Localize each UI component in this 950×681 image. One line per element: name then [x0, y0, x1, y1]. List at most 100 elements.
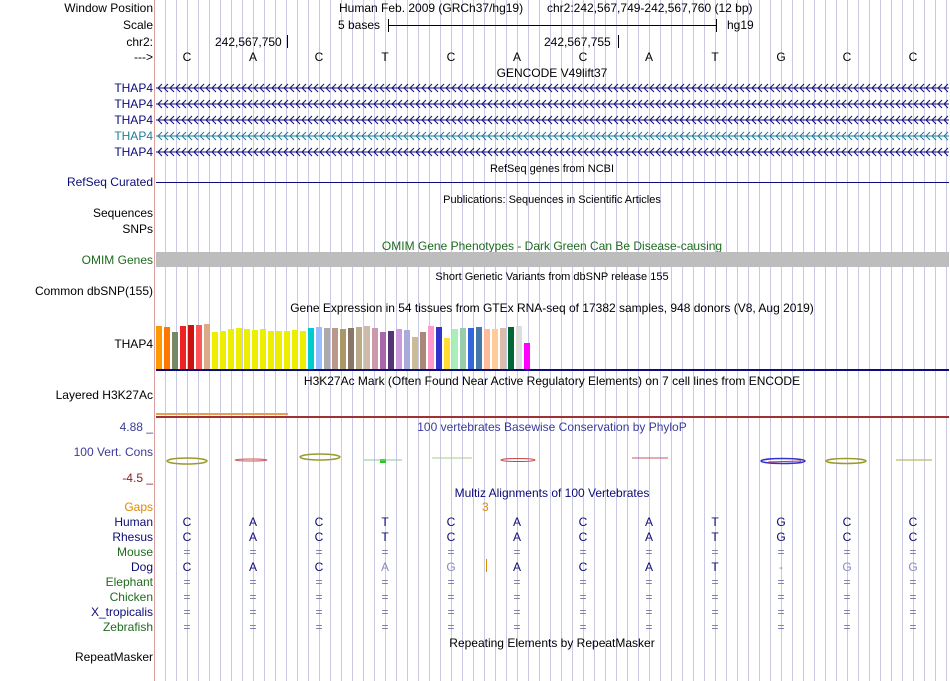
- cons-track-label[interactable]: 100 Vert. Cons: [73, 445, 153, 459]
- gtex-tissue-bar[interactable]: [212, 332, 218, 369]
- grid-line: [242, 0, 243, 681]
- gtex-tissue-bar[interactable]: [316, 327, 322, 369]
- gtex-tissue-bar[interactable]: [420, 332, 426, 369]
- gtex-tissue-bar[interactable]: [492, 329, 498, 369]
- gtex-tissue-bar[interactable]: [524, 343, 530, 369]
- gencode-gene-line[interactable]: [156, 147, 949, 157]
- gtex-tissue-bar[interactable]: [172, 332, 178, 369]
- gtex-tissue-bar[interactable]: [484, 329, 490, 369]
- gtex-tissue-bar[interactable]: [196, 325, 202, 369]
- gtex-tissue-bar[interactable]: [500, 328, 506, 369]
- gtex-tissue-bar[interactable]: [300, 331, 306, 369]
- gtex-bar-chart[interactable]: [156, 317, 756, 369]
- snps-track-label[interactable]: SNPs: [122, 222, 153, 236]
- gtex-tissue-bar[interactable]: [452, 329, 458, 369]
- gtex-tissue-bar[interactable]: [164, 327, 170, 369]
- gtex-tissue-bar[interactable]: [516, 326, 522, 369]
- gtex-tissue-bar[interactable]: [180, 326, 186, 369]
- gtex-tissue-bar[interactable]: [356, 327, 362, 369]
- gaps-label[interactable]: Gaps: [124, 500, 153, 514]
- gtex-tissue-bar[interactable]: [276, 331, 282, 369]
- species-label[interactable]: Dog: [130, 560, 153, 574]
- grid-line: [693, 0, 694, 681]
- gencode-gene-label[interactable]: THAP4: [114, 129, 153, 143]
- species-label[interactable]: Zebrafish: [102, 620, 153, 634]
- gtex-tissue-bar[interactable]: [292, 330, 298, 369]
- gencode-gene-line[interactable]: [156, 83, 949, 93]
- gtex-tissue-bar[interactable]: [220, 331, 226, 369]
- assembly-title: Human Feb. 2009 (GRCh37/hg19): [339, 1, 524, 15]
- species-label[interactable]: Chicken: [109, 590, 153, 604]
- alignment-base: =: [645, 605, 653, 619]
- gtex-tissue-bar[interactable]: [428, 326, 434, 369]
- refseq-track-label[interactable]: RefSeq Curated: [66, 175, 153, 189]
- window-position-label[interactable]: Window Position: [64, 1, 153, 15]
- refseq-gene-line[interactable]: [156, 182, 949, 183]
- gtex-tissue-bar[interactable]: [340, 329, 346, 369]
- gtex-tissue-bar[interactable]: [284, 331, 290, 369]
- grid-line: [858, 0, 859, 681]
- gencode-gene-label[interactable]: THAP4: [114, 145, 153, 159]
- strand-arrow-label[interactable]: --->: [134, 50, 153, 64]
- phylop-max-label: 4.88 _: [119, 420, 153, 434]
- species-label[interactable]: Rhesus: [112, 530, 153, 544]
- gtex-tissue-bar[interactable]: [204, 324, 210, 369]
- gencode-gene-line[interactable]: [156, 99, 949, 109]
- grid-line: [737, 0, 738, 681]
- gtex-gene-label[interactable]: THAP4: [114, 337, 153, 351]
- gtex-tissue-bar[interactable]: [412, 337, 418, 369]
- gtex-tissue-bar[interactable]: [436, 327, 442, 369]
- gtex-tissue-bar[interactable]: [388, 331, 394, 369]
- phylop-mark: [500, 458, 536, 462]
- phylop-mark: [234, 458, 268, 462]
- chr-label[interactable]: chr2:: [126, 35, 153, 49]
- gencode-gene-line[interactable]: [156, 131, 949, 141]
- alignment-base: A: [248, 560, 258, 574]
- gtex-tissue-bar[interactable]: [156, 326, 162, 369]
- gtex-tissue-bar[interactable]: [260, 329, 266, 369]
- gtex-tissue-bar[interactable]: [244, 329, 250, 369]
- repeatmasker-track-label[interactable]: RepeatMasker: [74, 650, 153, 664]
- scale-label[interactable]: Scale: [122, 18, 153, 32]
- alignment-base: =: [381, 620, 389, 634]
- alignment-base: =: [183, 545, 191, 559]
- sequences-track-label[interactable]: Sequences: [92, 206, 153, 220]
- gtex-tissue-bar[interactable]: [372, 328, 378, 369]
- gencode-gene-label[interactable]: THAP4: [114, 113, 153, 127]
- h3k27-track-label[interactable]: Layered H3K27Ac: [55, 388, 153, 402]
- species-label[interactable]: X_tropicalis: [90, 605, 153, 619]
- gtex-tissue-bar[interactable]: [268, 331, 274, 369]
- gtex-tissue-bar[interactable]: [508, 327, 514, 369]
- gencode-gene-line[interactable]: [156, 115, 949, 125]
- gtex-tissue-bar[interactable]: [468, 328, 474, 369]
- gtex-tissue-bar[interactable]: [380, 332, 386, 369]
- gtex-tissue-bar[interactable]: [444, 338, 450, 369]
- gtex-tissue-bar[interactable]: [476, 327, 482, 369]
- alignment-base: C: [842, 530, 852, 544]
- gtex-tissue-bar[interactable]: [228, 329, 234, 369]
- gencode-gene-label[interactable]: THAP4: [114, 81, 153, 95]
- gtex-tissue-bar[interactable]: [460, 328, 466, 369]
- species-label[interactable]: Mouse: [116, 545, 153, 559]
- gencode-gene-label[interactable]: THAP4: [114, 97, 153, 111]
- gtex-tissue-bar[interactable]: [252, 330, 258, 369]
- omim-track-label[interactable]: OMIM Genes: [81, 253, 153, 267]
- alignment-base: =: [513, 605, 521, 619]
- species-label[interactable]: Elephant: [105, 575, 153, 589]
- dbsnp-track-title: Short Genetic Variants from dbSNP releas…: [435, 271, 669, 283]
- gtex-tissue-bar[interactable]: [332, 328, 338, 369]
- gtex-tissue-bar[interactable]: [348, 328, 354, 369]
- species-label[interactable]: Human: [114, 515, 153, 529]
- dbsnp-track-label[interactable]: Common dbSNP(155): [34, 284, 153, 298]
- gtex-tissue-bar[interactable]: [364, 326, 370, 369]
- gtex-tissue-bar[interactable]: [324, 328, 330, 369]
- phylop-signal[interactable]: [156, 448, 949, 470]
- gtex-tissue-bar[interactable]: [188, 325, 194, 369]
- gtex-tissue-bar[interactable]: [308, 328, 314, 369]
- omim-gene-block[interactable]: [156, 252, 949, 267]
- alignment-base: C: [314, 530, 324, 544]
- gtex-tissue-bar[interactable]: [404, 330, 410, 369]
- gtex-tissue-bar[interactable]: [396, 329, 402, 369]
- gtex-tissue-bar[interactable]: [236, 328, 242, 369]
